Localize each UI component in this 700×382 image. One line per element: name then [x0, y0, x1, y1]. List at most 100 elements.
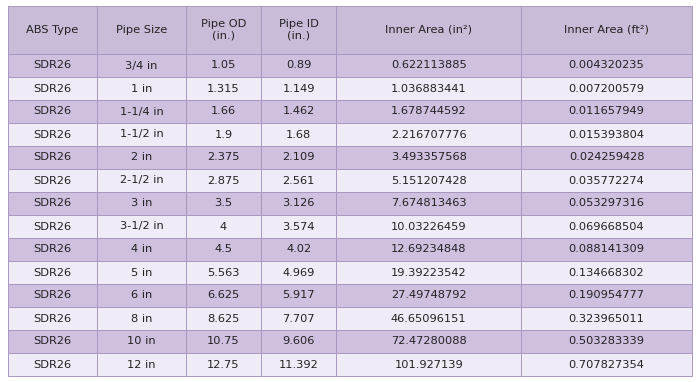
Text: SDR26: SDR26 [34, 222, 71, 231]
Bar [8, 6, 97, 54]
Bar [261, 261, 336, 284]
Text: 10 in: 10 in [127, 337, 155, 346]
Text: 4 in: 4 in [131, 244, 152, 254]
Text: 0.134668302: 0.134668302 [568, 267, 644, 277]
Text: 5 in: 5 in [131, 267, 152, 277]
Bar [97, 169, 186, 192]
Text: 2.375: 2.375 [207, 152, 239, 162]
Bar [186, 307, 261, 330]
Text: 0.503283339: 0.503283339 [568, 337, 645, 346]
Bar [261, 284, 336, 307]
Bar [8, 261, 97, 284]
Bar [336, 169, 521, 192]
Bar [336, 353, 521, 376]
Text: 46.65096151: 46.65096151 [391, 314, 466, 324]
Bar [186, 215, 261, 238]
Bar [261, 307, 336, 330]
Text: 27.49748792: 27.49748792 [391, 290, 466, 301]
Bar [261, 6, 336, 54]
Bar [521, 307, 692, 330]
Text: 0.323965011: 0.323965011 [568, 314, 645, 324]
Bar [336, 238, 521, 261]
Text: SDR26: SDR26 [34, 337, 71, 346]
Text: 4: 4 [220, 222, 227, 231]
Text: 19.39223542: 19.39223542 [391, 267, 466, 277]
Text: 0.053297316: 0.053297316 [568, 199, 645, 209]
Bar [8, 215, 97, 238]
Text: SDR26: SDR26 [34, 84, 71, 94]
Bar [336, 284, 521, 307]
Bar [97, 6, 186, 54]
Bar [336, 261, 521, 284]
Text: SDR26: SDR26 [34, 199, 71, 209]
Bar [261, 238, 336, 261]
Text: 3 in: 3 in [131, 199, 152, 209]
Bar [336, 192, 521, 215]
Text: 8.625: 8.625 [207, 314, 239, 324]
Text: 1-1/4 in: 1-1/4 in [120, 107, 163, 117]
Text: 1 in: 1 in [131, 84, 152, 94]
Bar [97, 284, 186, 307]
Bar [261, 169, 336, 192]
Text: 4.5: 4.5 [214, 244, 232, 254]
Bar [8, 77, 97, 100]
Text: 5.917: 5.917 [282, 290, 315, 301]
Bar [336, 54, 521, 77]
Text: 1.66: 1.66 [211, 107, 236, 117]
Text: 4.02: 4.02 [286, 244, 312, 254]
Bar [97, 123, 186, 146]
Text: SDR26: SDR26 [34, 107, 71, 117]
Bar [521, 6, 692, 54]
Text: 0.035772274: 0.035772274 [568, 175, 645, 186]
Bar [261, 123, 336, 146]
Bar [521, 261, 692, 284]
Text: 1-1/2 in: 1-1/2 in [120, 129, 163, 139]
Bar [186, 284, 261, 307]
Text: 10.03226459: 10.03226459 [391, 222, 466, 231]
Text: 3/4 in: 3/4 in [125, 60, 158, 71]
Text: 0.004320235: 0.004320235 [568, 60, 645, 71]
Text: 3.574: 3.574 [282, 222, 315, 231]
Bar [97, 238, 186, 261]
Bar [186, 330, 261, 353]
Text: 2 in: 2 in [131, 152, 152, 162]
Bar [186, 261, 261, 284]
Bar [261, 54, 336, 77]
Text: 5.151207428: 5.151207428 [391, 175, 466, 186]
Text: SDR26: SDR26 [34, 314, 71, 324]
Bar [186, 77, 261, 100]
Bar [186, 54, 261, 77]
Text: 8 in: 8 in [131, 314, 152, 324]
Bar [8, 54, 97, 77]
Text: 1.9: 1.9 [214, 129, 232, 139]
Bar [336, 100, 521, 123]
Bar [336, 123, 521, 146]
Bar [186, 146, 261, 169]
Bar [97, 307, 186, 330]
Text: 0.069668504: 0.069668504 [568, 222, 644, 231]
Text: SDR26: SDR26 [34, 359, 71, 369]
Bar [8, 353, 97, 376]
Bar [261, 353, 336, 376]
Text: 2.109: 2.109 [282, 152, 315, 162]
Bar [261, 77, 336, 100]
Bar [186, 192, 261, 215]
Bar [521, 100, 692, 123]
Text: 3.126: 3.126 [283, 199, 315, 209]
Text: 3.5: 3.5 [214, 199, 232, 209]
Text: 1.149: 1.149 [282, 84, 315, 94]
Text: SDR26: SDR26 [34, 129, 71, 139]
Bar [261, 146, 336, 169]
Bar [336, 146, 521, 169]
Bar [261, 100, 336, 123]
Bar [97, 77, 186, 100]
Text: 101.927139: 101.927139 [394, 359, 463, 369]
Text: Inner Area (ft²): Inner Area (ft²) [564, 25, 649, 35]
Text: 1.036883441: 1.036883441 [391, 84, 466, 94]
Bar [8, 238, 97, 261]
Bar [8, 192, 97, 215]
Text: Pipe ID
(in.): Pipe ID (in.) [279, 19, 318, 41]
Bar [8, 100, 97, 123]
Text: 0.89: 0.89 [286, 60, 312, 71]
Text: 1.68: 1.68 [286, 129, 312, 139]
